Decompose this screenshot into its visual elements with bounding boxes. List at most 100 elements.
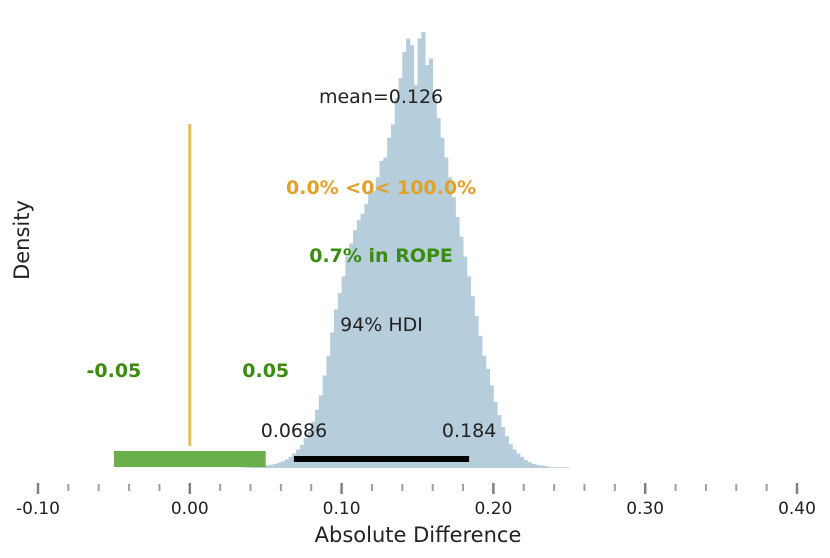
- x-tick-label: 0.00: [171, 499, 209, 519]
- histogram-bar: [459, 236, 464, 468]
- histogram-bar: [254, 466, 259, 468]
- histogram-bar: [504, 436, 509, 468]
- histogram-bar: [561, 467, 566, 468]
- histogram-bar: [307, 431, 312, 468]
- histogram-bar: [356, 220, 361, 468]
- histogram-bar: [538, 465, 544, 468]
- histogram-bar: [478, 335, 483, 468]
- histogram-bar: [258, 466, 263, 468]
- histogram-bar: [387, 137, 392, 469]
- histogram-bar: [265, 465, 270, 468]
- histogram-bar: [425, 65, 430, 468]
- x-tick-label: -0.10: [16, 499, 60, 519]
- histogram-bar: [542, 466, 547, 468]
- rope-lower-label: -0.05: [87, 360, 142, 382]
- histogram-bar: [394, 98, 399, 468]
- histogram-bar: [489, 385, 494, 468]
- histogram-bar: [337, 292, 342, 468]
- histogram-bar: [326, 355, 331, 468]
- x-axis: -0.10 0.00 0.10 0.20 0.30 0.40: [16, 483, 816, 519]
- histogram-bar: [512, 449, 517, 468]
- histogram-bar: [341, 276, 346, 468]
- rope-band: [113, 451, 266, 467]
- histogram-bar: [383, 157, 388, 469]
- histogram-bar: [436, 117, 441, 468]
- histogram-bar: [406, 38, 411, 469]
- histogram-bar: [364, 203, 369, 468]
- histogram-bar: [421, 32, 426, 468]
- histogram-bar: [546, 466, 551, 468]
- histogram-bar: [315, 409, 320, 468]
- histogram-bar: [330, 332, 335, 468]
- histogram-bar: [451, 197, 456, 468]
- x-tick-label: 0.20: [474, 499, 512, 519]
- histogram-bar: [428, 58, 434, 468]
- histogram-bar: [273, 464, 278, 468]
- histogram-bar: [523, 460, 528, 468]
- rope-percent-label: 0.7% in ROPE: [309, 245, 453, 267]
- histogram-bar: [455, 216, 460, 468]
- histogram-bar: [288, 456, 293, 468]
- x-tick-label: 0.10: [323, 499, 361, 519]
- histogram-bar: [516, 453, 521, 468]
- histogram-bar: [368, 190, 373, 468]
- histogram-bar: [280, 461, 286, 468]
- histogram-bar: [409, 45, 415, 468]
- x-tick-label: 0.40: [778, 499, 816, 519]
- histogram-bar: [554, 467, 559, 468]
- histogram-bar: [269, 464, 274, 468]
- rope-upper-label: 0.05: [242, 360, 289, 382]
- histogram-bar: [349, 243, 354, 468]
- histogram-bar: [318, 395, 324, 468]
- y-axis-label: Density: [10, 200, 34, 280]
- hdi-upper-label: 0.184: [442, 420, 496, 442]
- histogram-bar: [398, 78, 403, 468]
- histogram-bar: [527, 462, 532, 468]
- histogram-bar: [277, 462, 282, 468]
- histogram-bar: [371, 190, 377, 468]
- histogram-bar: [500, 427, 506, 468]
- histogram-bar: [402, 51, 407, 469]
- histogram-bar: [432, 98, 437, 468]
- histogram-bar: [531, 464, 536, 468]
- histogram-bar: [447, 177, 453, 469]
- histogram-bar: [470, 296, 475, 468]
- histogram-bar: [474, 316, 479, 468]
- histogram-bar: [345, 256, 350, 468]
- mean-label: mean=0.126: [319, 86, 443, 108]
- histogram-bar: [565, 467, 570, 468]
- reference-label: 0.0% <0< 100.0%: [286, 177, 476, 199]
- histogram-bar: [466, 276, 472, 468]
- hdi-label: 94% HDI: [340, 314, 423, 336]
- histogram-bar: [550, 467, 555, 468]
- histogram-bar: [390, 124, 396, 468]
- histogram-bar: [535, 464, 540, 468]
- histogram: [242, 32, 570, 469]
- histogram-bar: [303, 438, 308, 468]
- histogram-bar: [444, 157, 449, 469]
- histogram-bar: [440, 137, 445, 469]
- histogram-bar: [284, 459, 289, 468]
- x-tick-label: 0.30: [626, 499, 664, 519]
- histogram-bar: [497, 415, 502, 468]
- histogram-bar: [557, 467, 563, 468]
- histogram-bar: [334, 309, 339, 468]
- histogram-bar: [375, 177, 380, 469]
- histogram-bar: [482, 355, 487, 468]
- histogram-bar: [242, 467, 248, 468]
- hdi-lower-label: 0.0686: [261, 420, 327, 442]
- histogram-bar: [463, 256, 468, 468]
- histogram-bar: [352, 230, 358, 468]
- histogram-bar: [246, 467, 251, 468]
- histogram-bar: [417, 38, 422, 469]
- histogram-bar: [519, 456, 525, 468]
- histogram-bar: [485, 368, 491, 468]
- histogram-bar: [493, 401, 498, 468]
- histogram-bar: [379, 160, 384, 468]
- histogram-bar: [311, 421, 316, 468]
- histogram-bar: [360, 213, 365, 468]
- histogram-bar: [413, 84, 418, 469]
- histogram-bar: [508, 444, 513, 468]
- histogram-bar: [261, 466, 267, 468]
